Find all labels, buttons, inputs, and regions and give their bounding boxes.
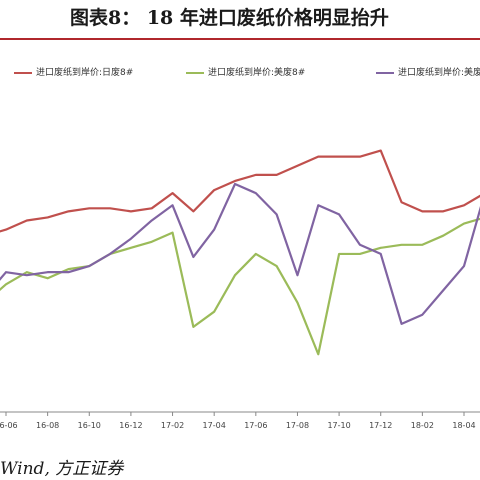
x-tick-label: 16-08	[36, 421, 59, 430]
x-tick-label: 17-06	[244, 421, 267, 430]
title-underline	[0, 38, 480, 40]
chart-title: 图表8： 18 年进口废纸价格明显抬升	[0, 0, 480, 36]
x-tick-label: 17-04	[203, 421, 226, 430]
x-tick-label: 16-10	[78, 421, 101, 430]
legend-label-2: 进口废纸到岸价:美废8#	[208, 68, 306, 78]
x-tick-label: 17-10	[327, 421, 350, 430]
legend-label-3: 进口废纸到岸价:美废8#	[398, 68, 480, 78]
x-tick-label: 16-12	[119, 421, 142, 430]
series-line-1	[0, 149, 480, 233]
x-tick-label: 17-02	[161, 421, 184, 430]
source-note: Wind, 方正证券	[0, 459, 124, 479]
x-tick-label: 17-12	[369, 421, 392, 430]
x-axis-ticks: 16-06 16-08 16-10 16-12 17-02 17-04 17-06 17-08…	[0, 412, 476, 430]
x-tick-label: 17-08	[286, 421, 309, 430]
legend-label-1: 进口废纸到岸价:日废8#	[36, 68, 134, 78]
series-line-2	[0, 217, 480, 356]
legend-swatch-1	[14, 72, 32, 74]
x-tick-label: 16-06	[0, 421, 18, 430]
legend-swatch-3	[376, 72, 394, 74]
series-lines	[0, 149, 480, 356]
x-tick-label: 18-02	[411, 421, 434, 430]
series-line-3	[0, 182, 480, 325]
x-tick-label: 18-04	[452, 421, 475, 430]
legend-swatch-2	[186, 72, 204, 74]
